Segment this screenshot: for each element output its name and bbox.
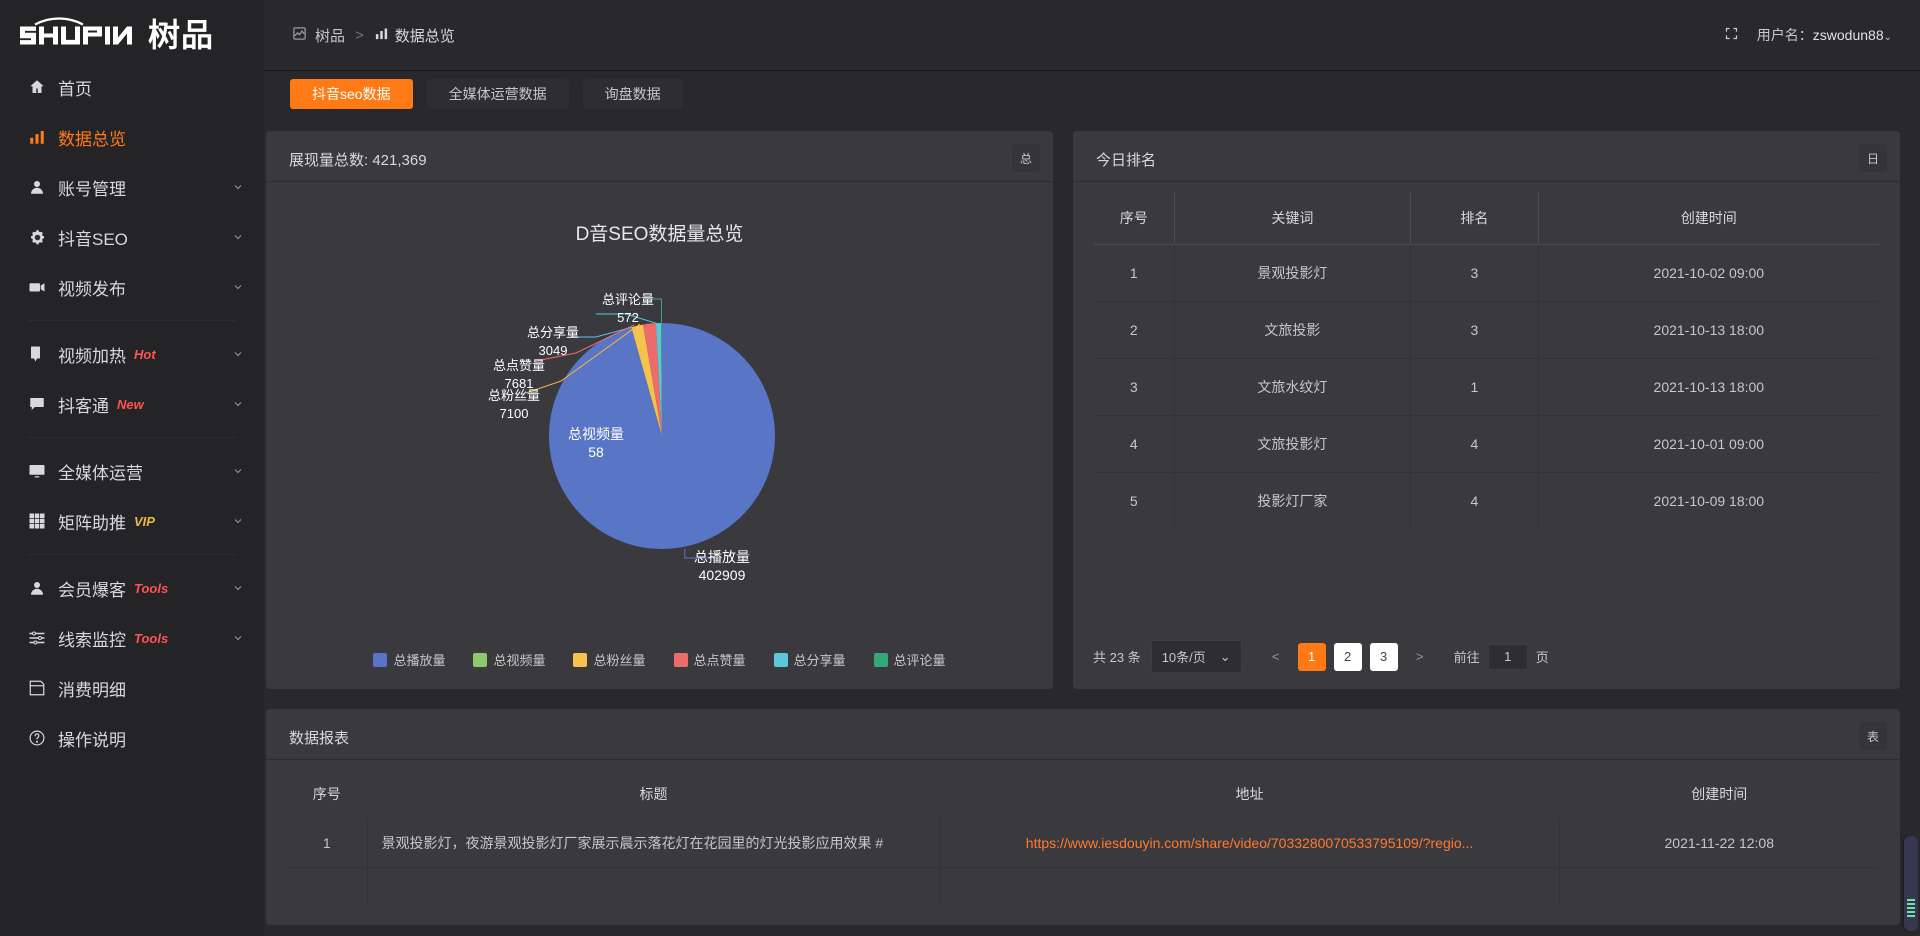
- svg-text:572: 572: [617, 310, 639, 325]
- svg-text:总粉丝量: 总粉丝量: [488, 388, 540, 403]
- svg-text:402909: 402909: [699, 567, 746, 583]
- svg-text:总视频量: 总视频量: [568, 426, 624, 442]
- svg-text:7100: 7100: [500, 406, 529, 421]
- svg-text:总播放量: 总播放量: [694, 549, 750, 565]
- svg-text:总分享量: 总分享量: [527, 325, 579, 340]
- svg-text:总评论量: 总评论量: [602, 292, 654, 307]
- svg-text:3049: 3049: [539, 343, 568, 358]
- svg-text:总点赞量: 总点赞量: [493, 358, 545, 373]
- svg-text:58: 58: [588, 444, 604, 460]
